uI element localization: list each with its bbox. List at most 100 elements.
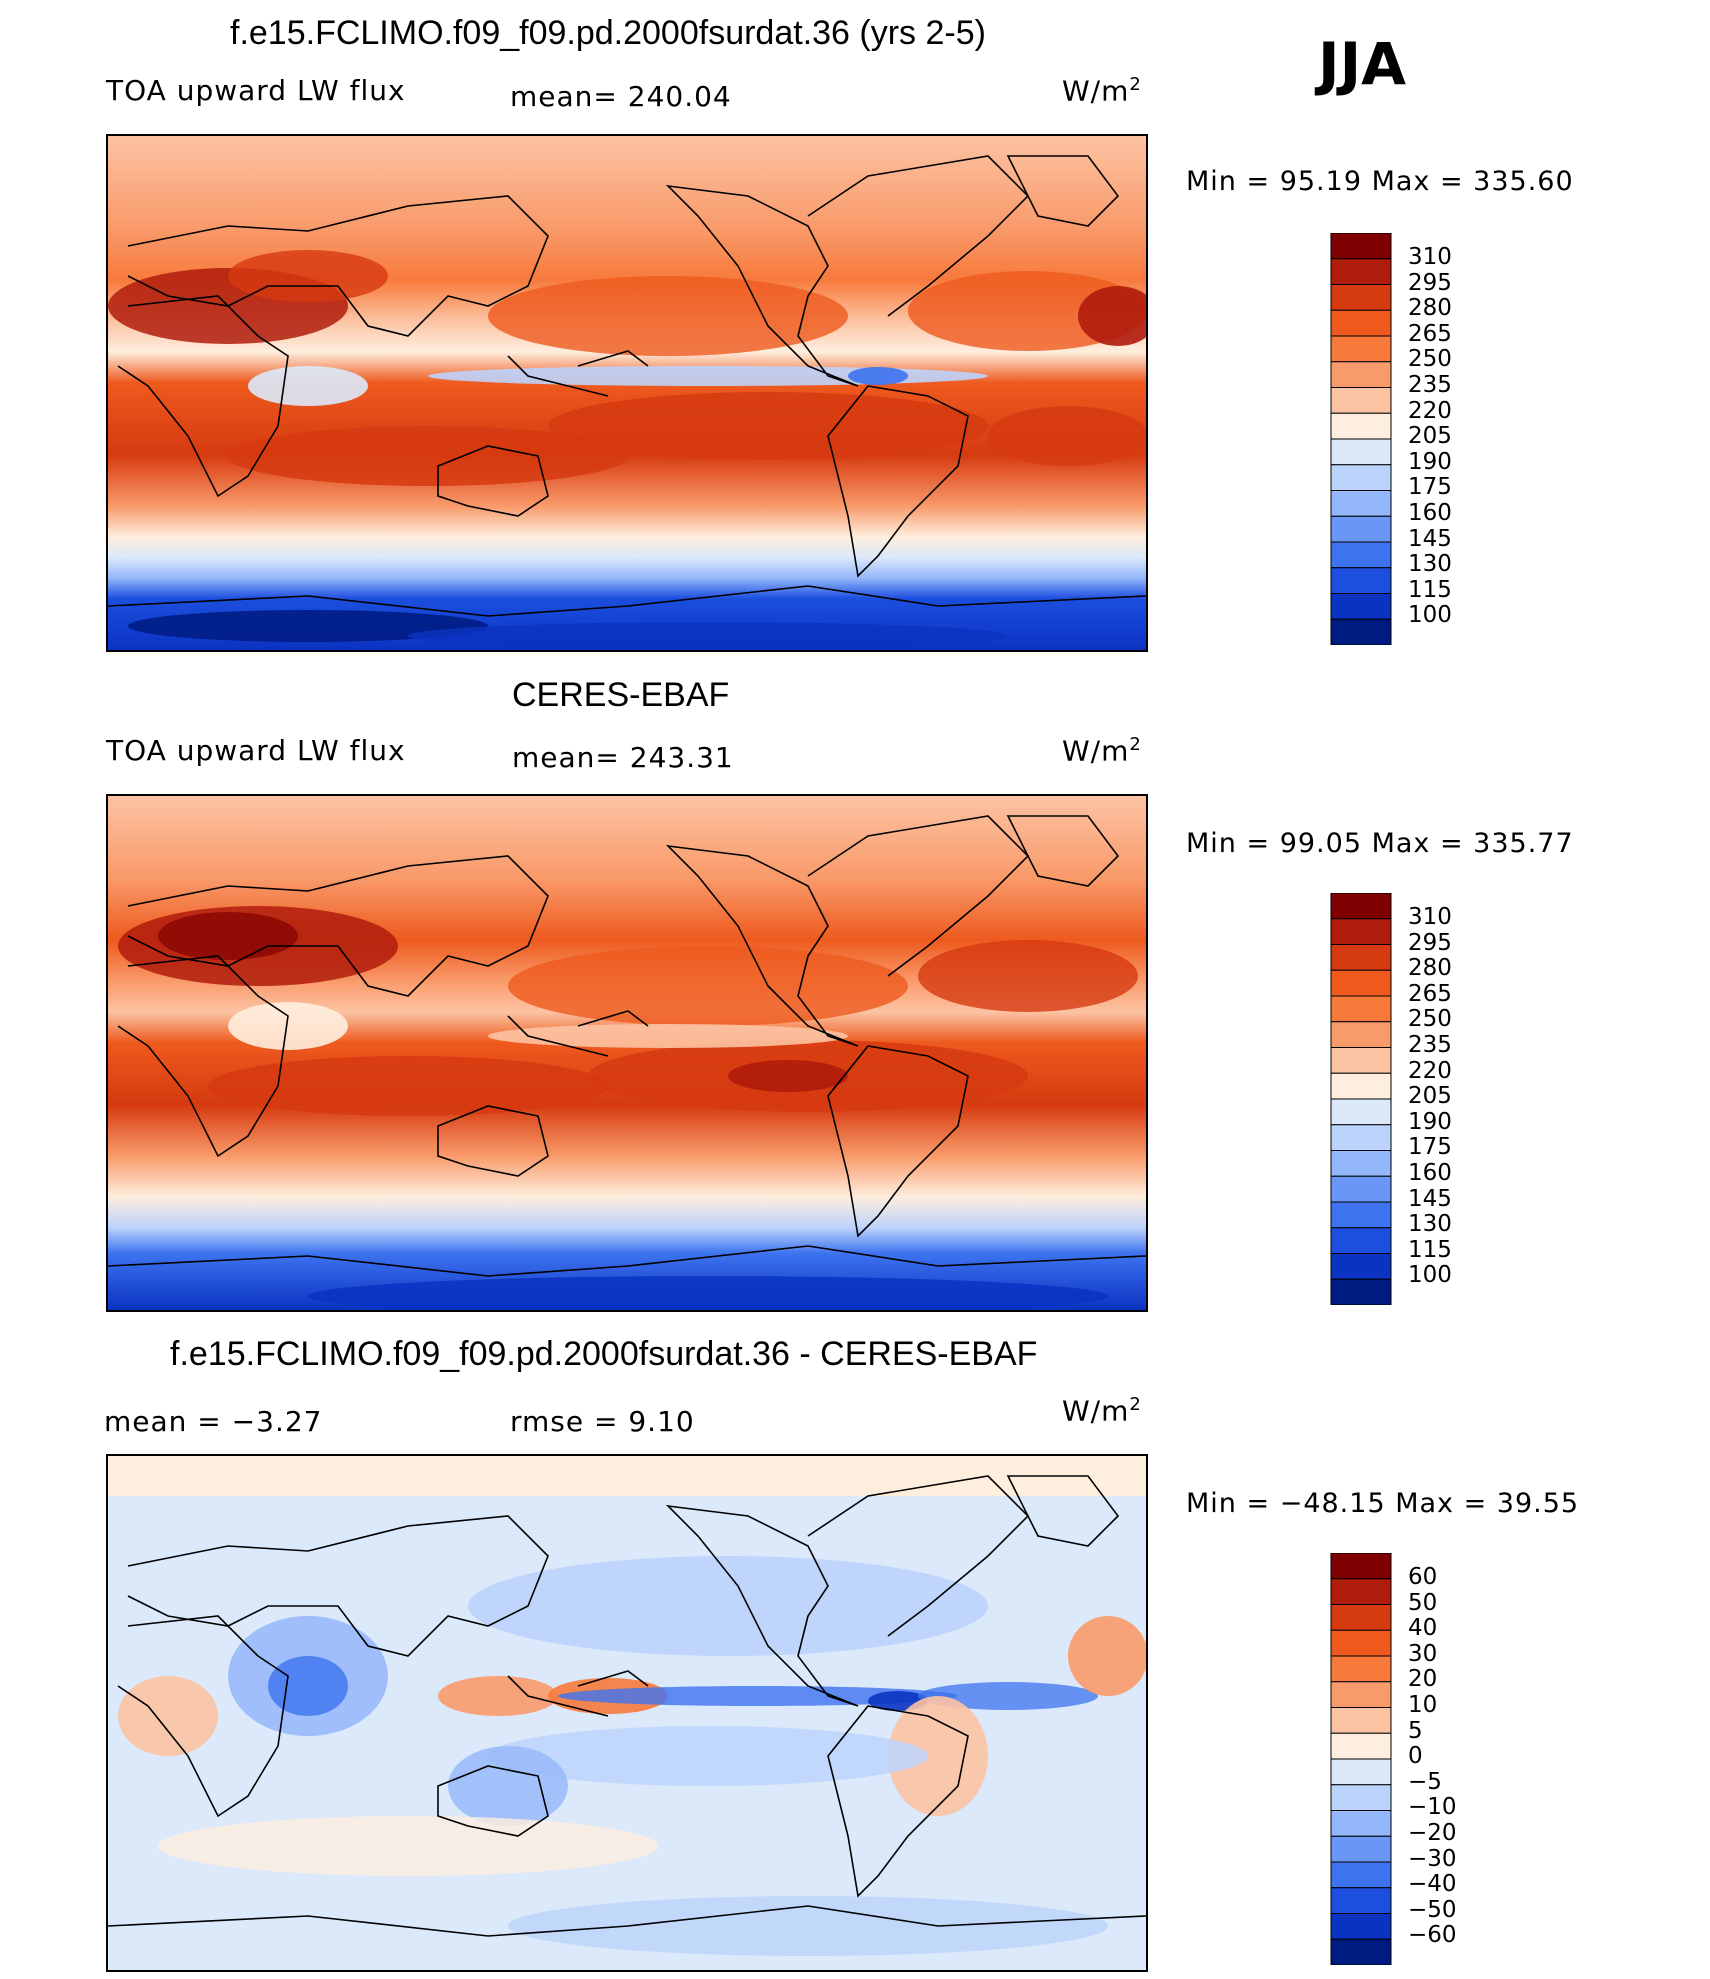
colorbar-tick-label: −30 xyxy=(1408,1845,1457,1872)
colorbar-tick-label: 265 xyxy=(1408,980,1452,1007)
colorbar-swatch xyxy=(1330,438,1392,466)
panel2-colorbar xyxy=(1330,893,1392,1305)
colorbar-swatch xyxy=(1330,995,1392,1023)
colorbar-tick-label: 5 xyxy=(1408,1717,1423,1744)
colorbar-tick-label: −20 xyxy=(1408,1819,1457,1846)
colorbar-tick-label: 250 xyxy=(1408,1006,1452,1033)
panel3-rmse: rmse = 9.10 xyxy=(510,1405,695,1438)
colorbar-swatch xyxy=(1330,284,1392,311)
colorbar-tick-label: 0 xyxy=(1408,1743,1423,1770)
colorbar-swatch xyxy=(1330,1253,1392,1280)
colorbar-swatch xyxy=(1330,1578,1392,1605)
colorbar-tick-label: 280 xyxy=(1408,295,1452,322)
colorbar-swatch xyxy=(1330,541,1392,569)
panel3-map-svg xyxy=(108,1456,1146,1970)
colorbar-swatch xyxy=(1330,412,1392,440)
colorbar-tick-label: 160 xyxy=(1408,499,1452,526)
colorbar-swatch xyxy=(1330,1604,1392,1631)
colorbar-tick-label: 175 xyxy=(1408,474,1452,501)
colorbar-swatch xyxy=(1330,1655,1392,1683)
colorbar-tick-label: 190 xyxy=(1408,448,1452,475)
colorbar-tick-label: 310 xyxy=(1408,244,1452,270)
colorbar-tick-label: −10 xyxy=(1408,1794,1457,1821)
colorbar-tick-label: 130 xyxy=(1408,551,1452,578)
colorbar-tick-label: 10 xyxy=(1408,1691,1438,1718)
colorbar-swatch xyxy=(1330,335,1392,363)
colorbar-tick-label: 175 xyxy=(1408,1134,1452,1161)
colorbar-swatch xyxy=(1330,1887,1392,1914)
colorbar-swatch xyxy=(1330,1913,1392,1940)
panel3-mean: mean = −3.27 xyxy=(104,1405,323,1438)
panel3-title: f.e15.FCLIMO.f09_f09.pd.2000fsurdat.36 -… xyxy=(170,1335,1038,1373)
colorbar-tick-label: 100 xyxy=(1408,602,1452,629)
panel2-units: W/m2 xyxy=(1062,734,1142,768)
colorbar-tick-label: 235 xyxy=(1408,1031,1452,1058)
colorbar-swatch xyxy=(1330,1098,1392,1126)
colorbar-tick-label: 30 xyxy=(1408,1640,1438,1667)
colorbar-tick-label: 280 xyxy=(1408,955,1452,982)
panel2-map xyxy=(106,794,1148,1312)
panel2-title: CERES-EBAF xyxy=(512,676,730,714)
colorbar-swatch xyxy=(1330,1553,1392,1580)
colorbar-tick-label: 40 xyxy=(1408,1615,1438,1642)
panel2-mean: mean= 243.31 xyxy=(512,741,734,774)
panel1-variable: TOA upward LW flux xyxy=(106,74,406,107)
colorbar-tick-label: 295 xyxy=(1408,269,1452,296)
panel3-colorbar xyxy=(1330,1553,1392,1965)
panel1-minmax: Min = 95.19 Max = 335.60 xyxy=(1186,166,1574,197)
colorbar-tick-label: 235 xyxy=(1408,371,1452,398)
colorbar-swatch xyxy=(1330,1861,1392,1889)
colorbar-tick-label: 265 xyxy=(1408,320,1452,347)
colorbar-swatch xyxy=(1330,893,1392,920)
colorbar-swatch xyxy=(1330,969,1392,997)
colorbar-tick-label: 50 xyxy=(1408,1589,1438,1616)
colorbar-tick-label: 295 xyxy=(1408,929,1452,956)
colorbar-tick-label: 250 xyxy=(1408,346,1452,373)
colorbar-swatch xyxy=(1330,1681,1392,1708)
colorbar-swatch xyxy=(1330,1938,1392,1965)
panel2-colorbar-labels: 310 295 280 265 250 235 220 205 190 175 160 145 130 1… xyxy=(1408,904,1452,1289)
colorbar-swatch xyxy=(1330,387,1392,414)
panel1-title: f.e15.FCLIMO.f09_f09.pd.2000fsurdat.36 (… xyxy=(230,14,986,52)
panel2-variable: TOA upward LW flux xyxy=(106,734,406,767)
colorbar-swatch xyxy=(1330,464,1392,491)
colorbar-tick-label: 100 xyxy=(1408,1262,1452,1289)
panel3-colorbar-svg xyxy=(1330,1553,1392,1965)
panel3-units: W/m2 xyxy=(1062,1394,1142,1428)
colorbar-tick-label: 130 xyxy=(1408,1211,1452,1238)
colorbar-swatch xyxy=(1330,1175,1392,1203)
panel1-map-svg xyxy=(108,136,1146,650)
colorbar-swatch xyxy=(1330,361,1392,388)
colorbar-swatch xyxy=(1330,309,1392,337)
colorbar-swatch xyxy=(1330,918,1392,945)
colorbar-tick-label: 190 xyxy=(1408,1108,1452,1135)
colorbar-tick-label: 160 xyxy=(1408,1159,1452,1186)
colorbar-tick-label: 145 xyxy=(1408,525,1452,552)
colorbar-tick-label: 115 xyxy=(1408,576,1452,603)
panel3-map xyxy=(106,1454,1148,1972)
colorbar-tick-label: 205 xyxy=(1408,1083,1452,1110)
panel1-units: W/m2 xyxy=(1062,74,1142,108)
panel3-minmax: Min = −48.15 Max = 39.55 xyxy=(1186,1488,1580,1519)
panel1-mean: mean= 240.04 xyxy=(510,80,732,113)
panel2-minmax: Min = 99.05 Max = 335.77 xyxy=(1186,828,1574,859)
panel3-colorbar-labels: 60 50 40 30 20 10 5 0 −5 −10 −20 −30 −40 −50 −60 xyxy=(1408,1564,1457,1949)
colorbar-swatch xyxy=(1330,944,1392,971)
colorbar-swatch xyxy=(1330,258,1392,285)
colorbar-tick-label: 60 xyxy=(1408,1564,1438,1590)
colorbar-tick-label: 310 xyxy=(1408,904,1452,930)
panel1-colorbar-labels: 310 295 280 265 250 235 220 205 190 175 160 145 130 1… xyxy=(1408,244,1452,629)
colorbar-swatch xyxy=(1330,1810,1392,1837)
colorbar-swatch xyxy=(1330,567,1392,594)
colorbar-swatch xyxy=(1330,1072,1392,1100)
season-label: JJA xyxy=(1318,30,1407,98)
colorbar-tick-label: 20 xyxy=(1408,1666,1438,1693)
colorbar-swatch xyxy=(1330,593,1392,620)
colorbar-tick-label: 145 xyxy=(1408,1185,1452,1212)
colorbar-tick-label: 205 xyxy=(1408,423,1452,450)
colorbar-swatch xyxy=(1330,1707,1392,1734)
colorbar-swatch xyxy=(1330,1758,1392,1786)
colorbar-swatch xyxy=(1330,1227,1392,1254)
colorbar-swatch xyxy=(1330,233,1392,260)
panel1-colorbar-svg xyxy=(1330,233,1392,645)
